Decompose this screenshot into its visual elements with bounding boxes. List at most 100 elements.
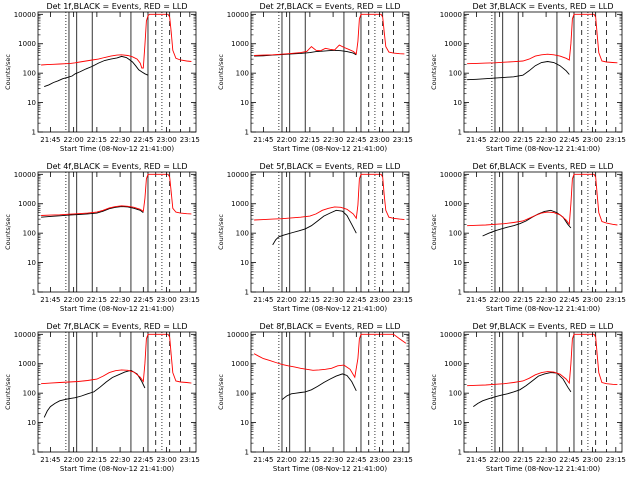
det1-series-events [44, 55, 149, 88]
det2-plot-frame [250, 11, 410, 133]
det5-x-tick-label-7: 23:15 [393, 296, 413, 304]
det1-x-tick-label-3: 22:15 [87, 136, 107, 144]
det9-x-tick-label-4: 22:30 [536, 456, 556, 464]
det8-series-lld [253, 333, 407, 379]
det7-x-tick-label-4: 22:30 [110, 456, 130, 464]
det8-series-events [281, 373, 357, 401]
det3-y-tick-label-3: 100 [449, 70, 462, 78]
det2-x-tick-label-7: 23:15 [393, 136, 413, 144]
det3-x-tick-label-1: 21:45 [466, 136, 486, 144]
det5-x-tick-label-6: 23:00 [369, 296, 389, 304]
det4-x-tick-label-1: 21:45 [40, 296, 60, 304]
det6-y-tick-label-5: 10000 [440, 171, 462, 179]
det3-x-tick-label-6: 23:00 [582, 136, 602, 144]
det1-x-tick-label-6: 23:00 [156, 136, 176, 144]
det2-y-tick-label-1: 1 [245, 129, 249, 137]
det3-chart: Det 3f,BLACK = Events, RED = LLD Counts/s… [430, 2, 626, 153]
det5-plot-frame [250, 171, 410, 293]
det5-x-tick-label-1: 21:45 [253, 296, 273, 304]
det4-x-tick-label-2: 22:00 [64, 296, 84, 304]
det4-y-tick-label-5: 10000 [14, 171, 36, 179]
det8-x-tick-label-1: 21:45 [253, 456, 273, 464]
det1-x-axis-label: Start Time (08-Nov-12 21:41:00) [60, 145, 174, 153]
det4-series-events [41, 206, 144, 218]
det4-x-tick-label-4: 22:30 [110, 296, 130, 304]
det6-x-tick-label-1: 21:45 [466, 296, 486, 304]
det9-y-tick-label-5: 10000 [440, 331, 462, 339]
det2-y-tick-label-4: 1000 [231, 40, 249, 48]
det4-plot-frame [37, 171, 197, 293]
det6-chart: Det 6f,BLACK = Events, RED = LLD Counts/s… [430, 162, 626, 313]
det6-x-tick-label-3: 22:15 [513, 296, 533, 304]
det3-x-tick-label-4: 22:30 [536, 136, 556, 144]
det6-x-tick-label-2: 22:00 [490, 296, 510, 304]
det2-x-tick-label-2: 22:00 [277, 136, 297, 144]
det2-y-tick-label-3: 100 [236, 70, 249, 78]
det1-x-tick-label-7: 23:15 [180, 136, 200, 144]
det2-y-axis-label: Counts/sec [217, 54, 225, 90]
det9-x-tick-label-5: 22:45 [559, 456, 579, 464]
det4-chart: Det 4f,BLACK = Events, RED = LLD Counts/s… [4, 162, 200, 313]
det1-x-tick-label-1: 21:45 [40, 136, 60, 144]
det7-chart: Det 7f,BLACK = Events, RED = LLD Counts/s… [4, 322, 200, 473]
det9-title: Det 9f,BLACK = Events, RED = LLD [472, 322, 613, 331]
det6-x-axis-label: Start Time (08-Nov-12 21:41:00) [486, 305, 600, 313]
det8-y-tick-label-4: 1000 [231, 360, 249, 368]
det7-plot-frame [37, 331, 197, 453]
det9-series-events [473, 372, 572, 407]
det9-plot-frame [463, 331, 623, 453]
det4-series-lld [41, 173, 192, 216]
det8-x-tick-label-2: 22:00 [277, 456, 297, 464]
det8-y-axis-label: Counts/sec [217, 374, 225, 410]
det7-y-tick-label-1: 1 [32, 449, 36, 457]
det9-chart: Det 9f,BLACK = Events, RED = LLD Counts/s… [430, 322, 626, 473]
det3-y-tick-label-5: 10000 [440, 11, 462, 19]
det2-chart: Det 2f,BLACK = Events, RED = LLD Counts/s… [217, 2, 413, 153]
det8-chart: Det 8f,BLACK = Events, RED = LLD Counts/s… [217, 322, 413, 473]
det6-y-tick-label-1: 1 [458, 289, 462, 297]
det9-x-tick-label-2: 22:00 [490, 456, 510, 464]
det5-y-axis-label: Counts/sec [217, 214, 225, 250]
det6-x-tick-label-7: 23:15 [606, 296, 626, 304]
det6-x-tick-label-6: 23:00 [582, 296, 602, 304]
det4-x-axis-label: Start Time (08-Nov-12 21:41:00) [60, 305, 174, 313]
det5-y-tick-label-5: 10000 [227, 171, 249, 179]
det3-y-tick-label-1: 1 [458, 129, 462, 137]
det3-y-tick-label-2: 10 [453, 99, 462, 107]
det6-x-tick-label-4: 22:30 [536, 296, 556, 304]
det7-x-tick-label-7: 23:15 [180, 456, 200, 464]
det6-y-tick-label-4: 1000 [444, 200, 462, 208]
det8-y-tick-label-1: 1 [245, 449, 249, 457]
det5-x-tick-label-2: 22:00 [277, 296, 297, 304]
det8-y-tick-label-3: 100 [236, 390, 249, 398]
det4-x-tick-label-6: 23:00 [156, 296, 176, 304]
det9-y-tick-label-3: 100 [449, 390, 462, 398]
det8-x-tick-label-5: 22:45 [346, 456, 366, 464]
det6-y-tick-label-2: 10 [453, 259, 462, 267]
det6-y-axis-label: Counts/sec [430, 214, 438, 250]
det5-x-tick-label-4: 22:30 [323, 296, 343, 304]
det5-x-axis-label: Start Time (08-Nov-12 21:41:00) [273, 305, 387, 313]
det3-y-tick-label-4: 1000 [444, 40, 462, 48]
det6-y-tick-label-3: 100 [449, 230, 462, 238]
det5-series-lld [254, 173, 405, 221]
det2-y-tick-label-2: 10 [240, 99, 249, 107]
det2-x-tick-label-3: 22:15 [300, 136, 320, 144]
det3-series-lld [467, 13, 618, 65]
det4-y-tick-label-3: 100 [23, 230, 36, 238]
det3-plot-frame [463, 11, 623, 133]
det7-y-tick-label-5: 10000 [14, 331, 36, 339]
det2-x-tick-label-6: 23:00 [369, 136, 389, 144]
det5-chart: Det 5f,BLACK = Events, RED = LLD Counts/s… [217, 162, 413, 313]
det9-y-tick-label-4: 1000 [444, 360, 462, 368]
det4-y-tick-label-4: 1000 [18, 200, 36, 208]
det8-plot-frame [250, 331, 410, 453]
det7-y-axis-label: Counts/sec [4, 374, 12, 410]
det9-x-tick-label-1: 21:45 [466, 456, 486, 464]
det3-x-tick-label-5: 22:45 [559, 136, 579, 144]
det7-series-lld [41, 333, 192, 385]
det4-y-axis-label: Counts/sec [4, 214, 12, 250]
det9-y-axis-label: Counts/sec [430, 374, 438, 410]
det4-x-tick-label-3: 22:15 [87, 296, 107, 304]
det3-x-axis-label: Start Time (08-Nov-12 21:41:00) [486, 145, 600, 153]
